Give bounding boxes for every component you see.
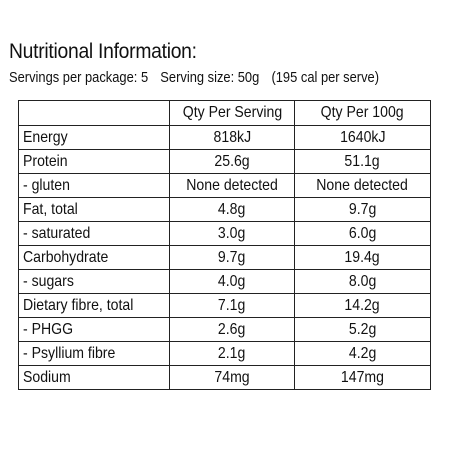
per-100g-value: 147mg bbox=[294, 365, 431, 390]
table-row: - Psyllium fibre 2.1g 4.2g bbox=[18, 341, 431, 366]
nutrient-label: - gluten bbox=[18, 173, 170, 198]
per-serving-value: 25.6g bbox=[169, 149, 295, 174]
table-row: - sugars 4.0g 8.0g bbox=[18, 269, 431, 294]
per-100g-value: 5.2g bbox=[294, 317, 431, 342]
per-serving-value: 3.0g bbox=[169, 221, 295, 246]
nutrient-label: Dietary fibre, total bbox=[18, 293, 170, 318]
nutrient-label: - sugars bbox=[18, 269, 170, 294]
serving-size: Serving size: 50g bbox=[160, 69, 260, 86]
table-row: Sodium 74mg 147mg bbox=[18, 365, 431, 390]
nutrition-table: Qty Per Serving Qty Per 100g Energy 818k… bbox=[18, 100, 431, 390]
table-row: - saturated 3.0g 6.0g bbox=[18, 221, 431, 246]
per-100g-value: 19.4g bbox=[294, 245, 431, 270]
page-title: Nutritional Information: bbox=[9, 40, 197, 63]
per-100g-value: 4.2g bbox=[294, 341, 431, 366]
per-100g-value: 1640kJ bbox=[294, 125, 431, 150]
table-row: Dietary fibre, total 7.1g 14.2g bbox=[18, 293, 431, 318]
table-row: Carbohydrate 9.7g 19.4g bbox=[18, 245, 431, 270]
per-serving-value: 74mg bbox=[169, 365, 295, 390]
per-100g-value: 8.0g bbox=[294, 269, 431, 294]
table-row: - PHGG 2.6g 5.2g bbox=[18, 317, 431, 342]
nutrient-label: Fat, total bbox=[18, 197, 170, 222]
servings-per-package: Servings per package: 5 bbox=[9, 69, 149, 86]
per-100g-value: 14.2g bbox=[294, 293, 431, 318]
nutrient-label: Carbohydrate bbox=[18, 245, 170, 270]
per-serving-value: None detected bbox=[169, 173, 295, 198]
table-header-row: Qty Per Serving Qty Per 100g bbox=[18, 100, 431, 126]
per-100g-value: None detected bbox=[294, 173, 431, 198]
per-serving-value: 4.8g bbox=[169, 197, 295, 222]
nutrient-label: - Psyllium fibre bbox=[18, 341, 170, 366]
per-serving-value: 818kJ bbox=[169, 125, 295, 150]
per-serving-value: 9.7g bbox=[169, 245, 295, 270]
nutrient-label: - PHGG bbox=[18, 317, 170, 342]
nutrient-label: - saturated bbox=[18, 221, 170, 246]
table-body: Energy 818kJ 1640kJ Protein 25.6g 51.1g … bbox=[18, 125, 431, 390]
header-cell-per-100g: Qty Per 100g bbox=[294, 100, 431, 126]
table-row: - gluten None detected None detected bbox=[18, 173, 431, 198]
per-100g-value: 6.0g bbox=[294, 221, 431, 246]
header-cell-nutrient bbox=[18, 100, 170, 126]
per-serving-value: 2.1g bbox=[169, 341, 295, 366]
per-serving-value: 2.6g bbox=[169, 317, 295, 342]
per-serving-value: 7.1g bbox=[169, 293, 295, 318]
nutrient-label: Protein bbox=[18, 149, 170, 174]
table-row: Protein 25.6g 51.1g bbox=[18, 149, 431, 174]
nutrition-panel: Nutritional Information: Servings per pa… bbox=[9, 40, 441, 87]
table-row: Energy 818kJ 1640kJ bbox=[18, 125, 431, 150]
nutrient-label: Sodium bbox=[18, 365, 170, 390]
servings-info: Servings per package: 5 Serving size: 50… bbox=[9, 69, 381, 87]
nutrient-label: Energy bbox=[18, 125, 170, 150]
table-row: Fat, total 4.8g 9.7g bbox=[18, 197, 431, 222]
per-serving-value: 4.0g bbox=[169, 269, 295, 294]
per-100g-value: 51.1g bbox=[294, 149, 431, 174]
per-100g-value: 9.7g bbox=[294, 197, 431, 222]
header-cell-per-serving: Qty Per Serving bbox=[169, 100, 295, 126]
calories-per-serve: (195 cal per serve) bbox=[271, 69, 380, 86]
